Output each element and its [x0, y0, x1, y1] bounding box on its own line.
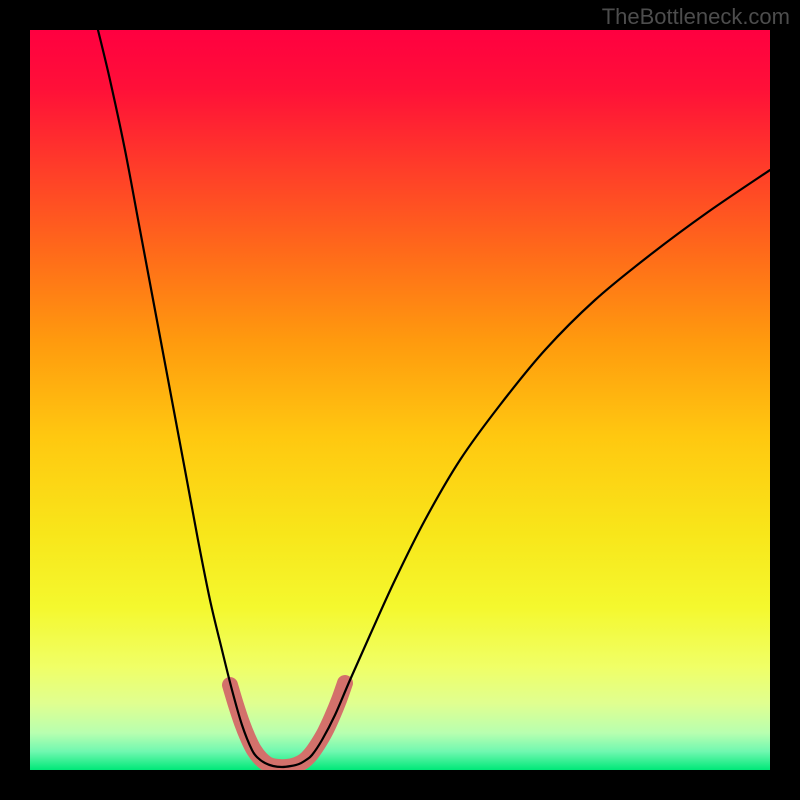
chart-frame: [30, 30, 770, 770]
chart-background: [30, 30, 770, 770]
bottleneck-curve-chart: [30, 30, 770, 770]
watermark-text: TheBottleneck.com: [602, 4, 790, 30]
